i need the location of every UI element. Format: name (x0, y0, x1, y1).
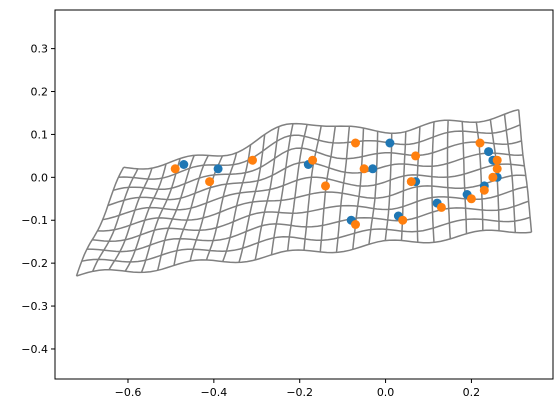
scatter-point-series-2 (170, 164, 180, 174)
mesh-column-line (92, 168, 139, 272)
y-tick-label: 0.0 (31, 171, 49, 184)
mesh-column-line (238, 134, 266, 263)
scatter-point-series-2 (411, 151, 421, 161)
mesh-row-line (81, 216, 531, 263)
mesh-column-line (517, 109, 533, 233)
scatter-point-series-2 (488, 172, 498, 182)
scatter-point-series-2 (475, 138, 485, 148)
y-tick-label: −0.4 (21, 343, 48, 356)
y-tick-label: −0.2 (21, 257, 48, 270)
mesh-column-line (124, 163, 167, 272)
scatter-point-series-2 (398, 215, 408, 225)
scatter-point-series-2 (436, 202, 446, 212)
mesh-column-line (205, 152, 238, 261)
scatter-point-series-2 (406, 177, 416, 187)
y-tick-label: 0.3 (31, 43, 49, 56)
scatter-point-series-2 (351, 138, 360, 148)
mesh-column-line (254, 126, 280, 261)
scatter-points (170, 138, 502, 229)
mesh-column-line (503, 114, 517, 233)
y-tick-label: 0.1 (31, 128, 49, 141)
y-tick-label: 0.2 (31, 86, 49, 99)
scatter-point-series-1 (385, 138, 395, 148)
deformed-mesh (75, 108, 533, 277)
scatter-point-series-2 (479, 185, 489, 195)
mesh-column-line (75, 166, 125, 277)
plot-frame (54, 9, 554, 380)
mesh-column-line (108, 167, 153, 271)
scatter-point-series-2 (466, 194, 476, 204)
mesh-column-line (431, 121, 435, 243)
mesh-column-line (461, 121, 468, 234)
mesh-row-line (97, 174, 526, 232)
mesh-column-line (400, 131, 407, 241)
mesh-row-line (113, 140, 522, 192)
mesh-column-line (156, 155, 195, 271)
scatter-point-series-1 (484, 147, 494, 157)
mesh-column-line (270, 123, 294, 255)
mesh-row-line (118, 124, 521, 180)
mesh-column-line (475, 122, 484, 231)
scatter-point-series-2 (359, 164, 369, 174)
scatter-point-series-2 (321, 181, 330, 191)
scatter-point-series-2 (248, 155, 257, 165)
scatter-point-series-2 (205, 177, 215, 187)
mesh-column-line (368, 131, 379, 245)
mesh-column-line (140, 158, 181, 273)
mesh-column-line (303, 125, 322, 251)
mesh-column-line (335, 126, 351, 253)
mesh-row-line (76, 229, 532, 277)
mesh-row-line (86, 200, 529, 253)
mesh-row-line (123, 108, 519, 170)
scatter-point-series-1 (368, 164, 378, 174)
x-tick-label: 0.0 (377, 386, 395, 399)
mesh-column-line (286, 124, 308, 251)
x-tick-label: −0.2 (286, 386, 313, 399)
axis-ticks: −0.6 −0.4 −0.2 0.0 0.2 −0.4 −0.3 −0.2 −0.1 0.0 0.1… (21, 43, 480, 399)
mesh-row-line (92, 186, 528, 242)
x-tick-label: −0.4 (200, 386, 227, 399)
scatter-point-series-2 (492, 164, 502, 174)
mesh-column-line (173, 155, 209, 266)
mesh-column-line (446, 120, 452, 239)
scatter-point-series-2 (351, 220, 360, 229)
x-tick-label: −0.6 (115, 386, 142, 399)
mesh-column-line (384, 133, 393, 241)
mesh-column-line (221, 144, 252, 262)
y-tick-label: −0.3 (21, 300, 48, 313)
scatter-point-series-1 (179, 160, 189, 169)
x-tick-label: 0.2 (463, 386, 481, 399)
y-tick-label: −0.1 (21, 214, 48, 227)
mesh-row-line (102, 163, 525, 221)
scatter-point-series-1 (213, 164, 223, 174)
scatter-point-series-2 (308, 155, 318, 165)
scatter-point-series-2 (492, 155, 502, 165)
